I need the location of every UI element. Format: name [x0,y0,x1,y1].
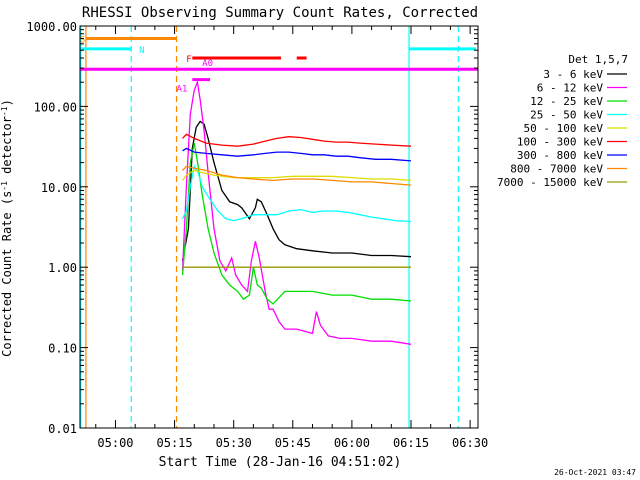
y-axis-label-suffix: ) [0,99,14,106]
y-tick-label-1: 100.00 [34,100,77,114]
x-tick-label-4: 06:00 [334,436,370,450]
y-axis-label-sup2: -1 [0,106,9,116]
y-axis-label: Corrected Count Rate (s-1 detector-1) [0,99,14,357]
legend-label-2: 12 - 25 keV [530,95,603,108]
legend-label-8: 7000 - 15000 keV [497,176,603,189]
x-tick-label-3: 05:45 [275,436,311,450]
footer-date: 26-Oct-2021 03:47 [554,468,636,477]
series-line-4 [181,169,412,182]
legend-label-0: 3 - 6 keV [543,68,603,81]
plot-frame [79,25,479,429]
chart-title: RHESSI Observing Summary Count Rates, Co… [82,5,478,21]
x-tick-label-5: 06:15 [393,436,429,450]
state-bar-label-6: A1 [177,85,188,95]
plot-area: S N F A0 A1 1000.00 100.00 10.00 1.00 0.10 0.01 05:… [26,20,488,450]
y-tick-label-4: 0.10 [48,342,77,356]
state-bar-label-3: F [186,55,191,65]
state-bar-label-5: A0 [202,59,213,69]
legend-label-6: 300 - 800 keV [517,149,603,162]
y-tick-label-3: 1.00 [48,261,77,275]
legend-label-7: 800 - 7000 keV [510,163,603,176]
state-bar-label-1: N [139,46,144,56]
legend-title: Det 1,5,7 [568,53,628,66]
y-axis-label-sup1: -1 [0,181,9,191]
series-line-5 [182,133,412,147]
legend-label-5: 100 - 300 keV [517,136,603,149]
x-tick-label-6: 06:30 [452,436,488,450]
legend-label-1: 6 - 12 keV [537,82,604,95]
x-tick-label-0: 05:00 [97,436,133,450]
series-line-7 [182,165,412,186]
series-line-3 [181,164,412,223]
state-bar-label-0: S [80,35,85,45]
legend-label-4: 50 - 100 keV [524,122,604,135]
y-tick-label-0: 1000.00 [26,20,77,34]
x-axis-label: Start Time (28-Jan-16 04:51:02) [159,455,402,470]
y-axis-label-mid: detector [0,116,14,181]
y-tick-label-5: 0.01 [48,422,77,436]
series-line-0 [181,120,412,261]
y-axis-label-prefix: Corrected Count Rate (s [0,191,14,357]
legend-label-3: 25 - 50 keV [530,109,603,122]
series-line-1 [181,79,412,345]
x-tick-label-2: 05:30 [216,436,252,450]
x-tick-label-1: 05:15 [157,436,193,450]
y-tick-label-2: 10.00 [41,181,77,195]
series-line-6 [182,147,412,162]
